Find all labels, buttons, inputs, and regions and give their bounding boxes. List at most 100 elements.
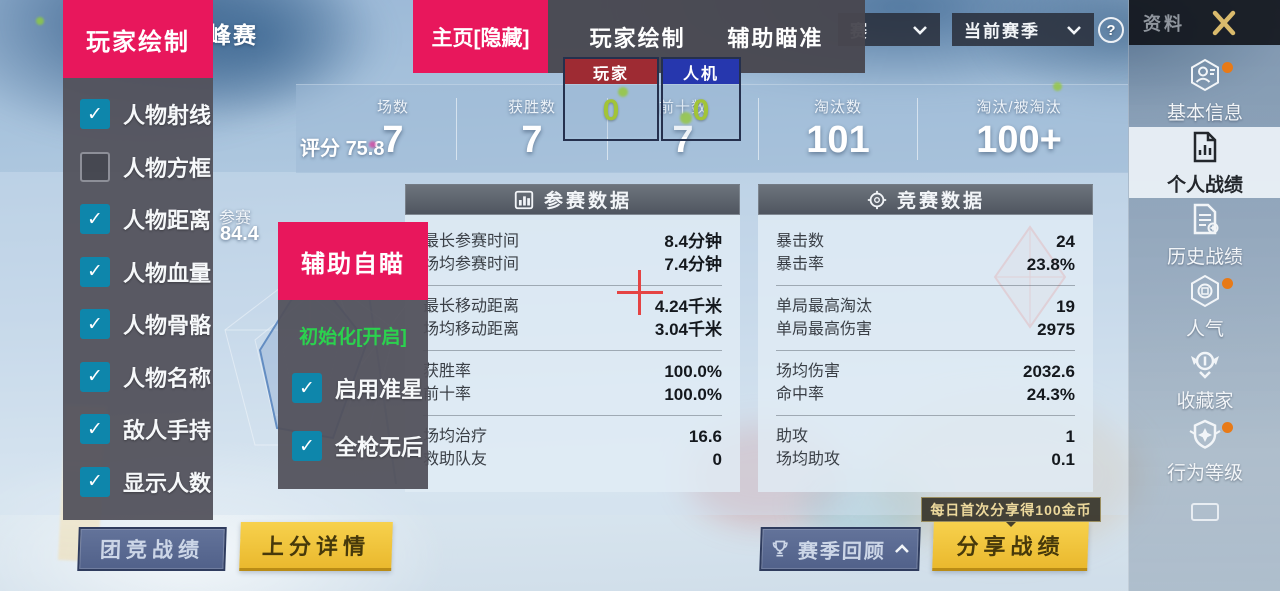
divider: [776, 285, 1075, 286]
checkbox-label: 全枪无后: [335, 435, 424, 460]
sidebar-item-label: 基本信息: [1166, 102, 1243, 124]
stat-row-value: 0.1: [1051, 450, 1075, 469]
stat-row-value: 100.0%: [664, 385, 722, 404]
stat-row-value: 3.04千米: [654, 320, 722, 339]
sidebar-item-label: 个人战绩: [1166, 174, 1243, 196]
checkbox-checked-icon[interactable]: ✓: [80, 204, 110, 235]
sidebar-item[interactable]: 个人战绩: [1129, 127, 1280, 198]
stat-row: 助攻 1: [776, 425, 1075, 448]
stat-row-label: 助攻: [776, 428, 809, 445]
data-panel: 参赛数据 最长参赛时间 8.4分钟 场均参赛时间 7.4分钟 最长移动距离 4.24千米 场均…: [405, 184, 740, 492]
counter-box[interactable]: 人机 0: [661, 57, 741, 141]
checkbox-checked-icon[interactable]: ✓: [80, 361, 110, 392]
aim-assist-options: 初始化[开启] ✓ 启用准星 ✓ 全枪无后: [278, 300, 428, 489]
sidebar-header: 资料: [1129, 0, 1280, 45]
sidebar-item[interactable]: 人气: [1129, 271, 1280, 342]
sidebar-item[interactable]: 历史战绩: [1129, 199, 1280, 270]
checkbox-row[interactable]: ✓ 人物骨骼: [63, 298, 213, 351]
stats-columns: 场数 7 获胜数 7 前十数 7 淘汰数 101 淘汰/被淘汰 100+: [330, 90, 1120, 170]
checkbox-checked-icon[interactable]: ✓: [292, 373, 322, 403]
team-record-button[interactable]: 团竞战绩: [77, 527, 227, 571]
esp-draw-panel-title[interactable]: 玩家绘制: [63, 0, 213, 78]
checkbox-checked-icon[interactable]: ✓: [80, 414, 110, 445]
menu-tab[interactable]: 玩家绘制: [589, 25, 686, 51]
stat-row: 暴击率 23.8%: [776, 253, 1075, 276]
stat-column: 场数 7: [330, 90, 456, 170]
profile-hex-icon: [1187, 57, 1223, 93]
stat-column: 淘汰/被淘汰 100+: [918, 90, 1120, 170]
stat-row-value: 1: [1065, 427, 1075, 446]
checkbox-row[interactable]: ✓ 人物射线: [63, 88, 213, 141]
stats-band-background: [296, 84, 1128, 173]
stat-row: 获胜率 100.0%: [423, 360, 722, 383]
checkbox-checked-icon[interactable]: ✓: [80, 99, 110, 130]
stat-row-label: 救助队友: [423, 451, 488, 468]
stat-row-value: 8.4分钟: [664, 232, 722, 251]
share-reward-tooltip: 每日首次分享得100金币: [921, 497, 1101, 527]
stat-row: 前十率 100.0%: [423, 383, 722, 406]
sidebar-item-label: 人气: [1185, 318, 1224, 340]
data-panel-title: 参赛数据: [543, 191, 632, 212]
checkbox-checked-icon[interactable]: ✓: [292, 431, 322, 461]
checkbox-label: 人物名称: [123, 365, 212, 391]
popularity-icon: [1187, 273, 1223, 309]
esp-draw-panel: 玩家绘制 ✓ 人物射线 人物方框 ✓ 人物距离 ✓ 人物血量 ✓ 人物骨骼 ✓ 人物名称 ✓ 敌人手持 ✓…: [63, 0, 213, 520]
menu-tab[interactable]: 辅助瞄准: [727, 25, 824, 51]
checkbox-row[interactable]: ✓ 显示人数: [63, 456, 213, 509]
season-review-label: 赛季回顾: [797, 540, 887, 563]
sidebar-item-label: 行为等级: [1166, 462, 1243, 484]
counter-box-value: 0: [663, 84, 739, 137]
checkbox-checked-icon[interactable]: ✓: [80, 256, 110, 287]
chevron-up-icon: [894, 544, 910, 554]
radar-axis-value: 84.4: [220, 223, 259, 245]
stat-row-value: 24.3%: [1026, 385, 1075, 404]
checkbox-label: 显示人数: [123, 470, 212, 496]
target-icon: [866, 189, 888, 211]
stat-row-label: 暴击率: [776, 256, 825, 273]
aim-init-status[interactable]: 初始化[开启]: [299, 327, 407, 348]
data-panel-body: 暴击数 24 暴击率 23.8% 单局最高淘汰 19 单局最高伤害 2975 场均伤害 2032.…: [758, 215, 1093, 492]
stat-value: 100+: [976, 119, 1062, 161]
aim-assist-panel-title[interactable]: 辅助自瞄: [278, 222, 428, 300]
stat-row: 场均治疗 16.6: [423, 425, 722, 448]
notification-dot: [1222, 278, 1233, 289]
checkbox-label: 人物射线: [123, 103, 212, 129]
menu-collapse-icon[interactable]: [1191, 503, 1219, 521]
checkbox-row[interactable]: ✓ 人物距离: [63, 193, 213, 246]
stat-row: 暴击数 24: [776, 230, 1075, 253]
help-icon[interactable]: ?: [1098, 17, 1124, 43]
checkbox-row[interactable]: ✓ 全枪无后: [278, 417, 428, 475]
rank-detail-button[interactable]: 上分详情: [239, 522, 393, 571]
peak-match-tab[interactable]: 峰赛: [208, 22, 258, 48]
sidebar-item[interactable]: 收藏家: [1129, 343, 1280, 414]
divider: [423, 285, 722, 286]
stat-row-value: 100.0%: [664, 362, 722, 381]
stat-row: 场均助攻 0.1: [776, 448, 1075, 471]
sidebar-item[interactable]: 基本信息: [1129, 55, 1280, 126]
counter-box-title: 人机: [663, 59, 739, 84]
checkbox-row[interactable]: ✓ 人物名称: [63, 351, 213, 404]
checkbox-unchecked-icon[interactable]: [80, 151, 110, 182]
season-review-button[interactable]: 赛季回顾: [759, 527, 921, 571]
stat-row-label: 单局最高伤害: [776, 321, 873, 338]
checkbox-checked-icon[interactable]: ✓: [80, 466, 110, 497]
close-icon[interactable]: [1209, 8, 1239, 38]
season-dropdown[interactable]: 当前赛季: [952, 13, 1094, 46]
checkbox-checked-icon[interactable]: ✓: [80, 309, 110, 340]
checkbox-row[interactable]: ✓ 启用准星: [278, 359, 428, 417]
stat-value: 7: [382, 119, 404, 161]
stats-separator: [917, 98, 918, 160]
stat-row-label: 获胜率: [423, 363, 472, 380]
checkbox-row[interactable]: 人物方框: [63, 141, 213, 194]
counter-box[interactable]: 玩家 0: [563, 57, 659, 141]
stat-row-label: 单局最高淘汰: [776, 298, 873, 315]
background-particle: [680, 112, 692, 124]
conduct-icon: [1187, 417, 1223, 453]
stat-row: 单局最高淘汰 19: [776, 295, 1075, 318]
sidebar-item-label: 历史战绩: [1166, 246, 1243, 268]
checkbox-label: 启用准星: [335, 377, 424, 402]
sidebar-item[interactable]: 行为等级: [1129, 415, 1280, 486]
home-hide-button[interactable]: 主页[隐藏]: [413, 0, 548, 73]
checkbox-row[interactable]: ✓ 敌人手持: [63, 403, 213, 456]
checkbox-row[interactable]: ✓ 人物血量: [63, 246, 213, 299]
